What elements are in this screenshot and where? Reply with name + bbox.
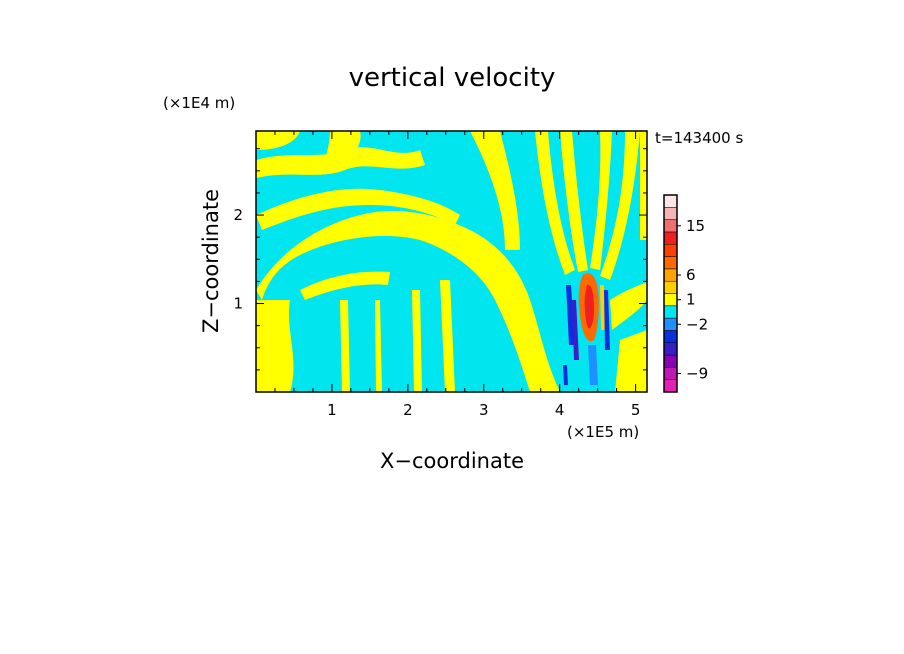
colorbar-label: −2 [686, 315, 708, 333]
band-right-arc-2 [560, 131, 588, 272]
colorbar-swatch [663, 256, 678, 270]
band-right-arc-4 [600, 131, 640, 280]
colorbar-swatch [663, 330, 678, 343]
band-mid-1 [300, 271, 390, 300]
colorbar-swatch [663, 354, 678, 368]
x-tick-label: 2 [403, 401, 413, 419]
colorbar-label: 15 [686, 217, 705, 235]
band-right-arc-3 [590, 131, 612, 270]
colorbar-swatch [663, 317, 678, 331]
colorbar-swatch [663, 268, 678, 282]
x-unit-label: (×1E5 m) [567, 423, 639, 441]
band-right-lower [610, 282, 647, 330]
colorbar-swatch [663, 219, 678, 233]
colorbar-label: −9 [686, 365, 708, 383]
band-high-1 [256, 188, 460, 230]
colorbar-frame [663, 194, 678, 393]
band-lower-mid-3 [440, 280, 455, 392]
core-red [584, 284, 594, 329]
convective-core [563, 273, 610, 385]
band-lower-mid [340, 300, 350, 392]
x-axis: 1 2 3 4 5 [274, 131, 641, 419]
colorbar-swatch [663, 194, 678, 208]
time-label: t=143400 s [655, 129, 743, 147]
positive-bands [256, 131, 647, 392]
x-tick-label: 3 [479, 401, 489, 419]
band-left-edge [256, 300, 294, 392]
colorbar-swatch [663, 379, 678, 393]
colorbar-swatch [663, 367, 678, 380]
x-tick-label: 1 [327, 401, 337, 419]
colorbar-swatch [663, 293, 678, 307]
x-axis-label: X−coordinate [380, 449, 524, 473]
colorbar-swatch [663, 342, 678, 356]
band-top-left [256, 131, 300, 150]
down-bottom [588, 345, 598, 385]
band-upper-right [470, 131, 520, 250]
x-tick-label: 5 [631, 401, 641, 419]
band-right-base [615, 330, 647, 392]
y-tick-label: 2 [233, 206, 243, 224]
band-upper-arch [256, 210, 560, 392]
band-upper-mid [320, 131, 361, 175]
plot-frame [255, 130, 648, 393]
y-axis: 12 [233, 148, 647, 371]
colorbar-swatch [663, 280, 678, 294]
plot-area [255, 130, 648, 393]
x-tick-label: 4 [555, 401, 565, 419]
y-unit-label: (×1E4 m) [163, 94, 235, 112]
colorbar: 15 6 1 −2 −9 [663, 194, 708, 393]
colorbar-label: 6 [686, 266, 696, 284]
contour-field [256, 131, 647, 392]
y-tick-label: 1 [233, 295, 243, 313]
y-axis-label: Z−coordinate [199, 189, 223, 333]
band-right-edge [640, 131, 647, 240]
colorbar-swatch [663, 231, 678, 245]
down-right-1 [604, 290, 610, 350]
chart-title: vertical velocity [349, 63, 556, 93]
band-right-arc-1 [535, 131, 575, 275]
down-left-2 [572, 300, 579, 360]
colorbar-swatch [663, 207, 678, 220]
band-lower-mid-4 [375, 300, 382, 392]
colorbar-swatch [663, 305, 678, 319]
colorbar-label: 1 [686, 291, 696, 309]
band-lower-mid-2 [412, 290, 422, 392]
down-bottom-2 [563, 365, 568, 385]
down-left-1 [566, 285, 575, 345]
colorbar-swatch [663, 244, 678, 257]
